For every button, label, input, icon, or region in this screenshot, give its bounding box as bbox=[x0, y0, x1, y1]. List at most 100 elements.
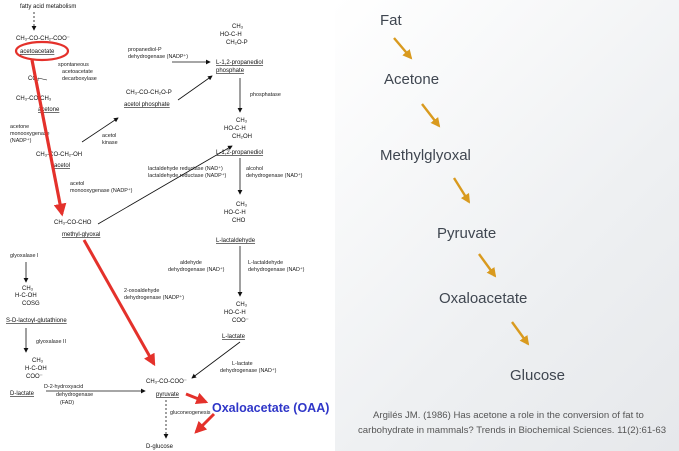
acetol-monooxygenase-label-1: acetol bbox=[70, 181, 84, 187]
propanediol-p-dh-label-2: dehydrogenase (NADP⁺) bbox=[128, 54, 188, 60]
red-arrow-pyruvate-oaa bbox=[185, 392, 209, 405]
flow-arrow-4 bbox=[478, 253, 497, 278]
spontaneous-label: spontaneous bbox=[58, 62, 89, 68]
oxoaldehyde-dh-label-1: 2-oxoaldehyde bbox=[124, 288, 159, 294]
propanediol-label: L-1,2-propanediol bbox=[216, 150, 263, 156]
l-lactate-label: L-lactate bbox=[222, 334, 246, 340]
acetol-phosphate-label: acetol phosphate bbox=[124, 102, 170, 108]
methylglyoxal-formula: CH₃-CO-CHO bbox=[54, 220, 92, 226]
l-lactate-dh-label-1: L-lactate bbox=[232, 361, 253, 367]
pyruvate-formula: CH₃-CO-COO⁻ bbox=[146, 379, 187, 385]
l-lactate-ch3: CH₃ bbox=[236, 302, 248, 308]
acetone-formula: CH₃-CO-CH₃ bbox=[16, 96, 52, 102]
glyoxalase-2-label: glyoxalase II bbox=[36, 339, 66, 345]
citation-line-1: Argilés JM. (1986) Has acetone a role in… bbox=[373, 410, 644, 421]
co2-label: CO₂ bbox=[28, 76, 40, 82]
d-lactate-coo: COO⁻ bbox=[26, 374, 43, 380]
acetone-label-2: acetone bbox=[10, 124, 29, 130]
alcohol-dh-label-1: alcohol bbox=[246, 166, 263, 172]
nadp-label: (NADP⁺) bbox=[10, 138, 32, 144]
d-glucose-label: D-glucose bbox=[146, 444, 174, 450]
hydroxyacid-dh-label-2: dehydrogenase bbox=[56, 392, 93, 398]
red-arrow-acetoacetate-methylglyoxal bbox=[30, 59, 67, 217]
lactoylglutathione-cosg: COSG bbox=[22, 301, 40, 307]
phosphate-label: phosphate bbox=[216, 68, 245, 74]
oaa-label: Oxaloacetate (OAA) bbox=[212, 401, 329, 415]
lactaldehyde-reductase-label-2: lactaldehyde reductase (NADP⁺) bbox=[148, 173, 227, 179]
flow-arrow-2 bbox=[421, 103, 441, 128]
arrow-acetol-kinase bbox=[81, 117, 119, 143]
lactaldehyde-ch3: CH₃ bbox=[236, 202, 248, 208]
l-lactate-dh-label-2: dehydrogenase (NAD⁺) bbox=[220, 368, 277, 374]
acetoacetate-label: acetoacetate bbox=[20, 49, 55, 55]
aldehyde-dh-label-2: dehydrogenase (NAD⁺) bbox=[168, 267, 225, 273]
flow-step-pyruvate: Pyruvate bbox=[437, 225, 496, 242]
acetoacetate-decarboxylase-label: acetoacetate bbox=[62, 69, 93, 75]
d-lactate-hcoh: H-C-OH bbox=[25, 366, 47, 372]
decarboxylase-label: decarboxylase bbox=[62, 76, 97, 82]
red-arrow-methylglyoxal-pyruvate bbox=[82, 239, 156, 367]
hydroxyacid-dh-label-3: (FAD) bbox=[60, 400, 74, 406]
flow-step-acetone: Acetone bbox=[384, 71, 439, 88]
metabolic-diagram: fatty acid metabolism CH₃-CO-CH₂-COO⁻ ac… bbox=[6, 4, 329, 450]
propanediol-hoch: HO-C-H bbox=[224, 126, 246, 132]
acetol-kinase-label-1: acetol bbox=[102, 133, 116, 139]
flow-arrow-5 bbox=[511, 321, 530, 346]
propanediol-phosphate-label: L-1,2-propanediol bbox=[216, 60, 263, 66]
aldehyde-dh-label-1: aldehyde bbox=[180, 260, 202, 266]
monooxygenase-label: monooxygenase bbox=[10, 131, 50, 137]
right-panel bbox=[335, 0, 679, 451]
acetol-phosphate-formula: CH₃-CO-CH₂O-P bbox=[126, 90, 172, 96]
methylglyoxal-label: methyl-glyoxal bbox=[62, 232, 100, 238]
flow-step-oxaloacetate: Oxaloacetate bbox=[439, 290, 527, 307]
propanediol-p-ch3: CH₃ bbox=[232, 24, 244, 30]
arrow-acetol-phosphate bbox=[177, 75, 213, 101]
lactaldehyde-cho: CHO bbox=[232, 218, 246, 224]
lactoylglutathione-hcoh: H-C-OH bbox=[15, 293, 37, 299]
arrow-l-lactate-pyruvate bbox=[191, 341, 241, 379]
citation: Argilés JM. (1986) Has acetone a role in… bbox=[358, 410, 666, 436]
oxoaldehyde-dh-label-2: dehydrogenase (NADP⁺) bbox=[124, 295, 184, 301]
propanediol-ch3: CH₃ bbox=[236, 118, 248, 124]
citation-line-2: carbohydrate in mammals? Trends in Bioch… bbox=[358, 425, 666, 436]
arrow-methylglyoxal-propanediol bbox=[97, 145, 233, 225]
propanediol-p-dh-label-1: propanediol-P bbox=[128, 47, 162, 53]
lactaldehyde-reductase-label-1: lactaldehyde reductase (NAD⁺) bbox=[148, 166, 223, 172]
alcohol-dh-label-2: dehydrogenase (NAD⁺) bbox=[246, 173, 303, 179]
acetol-formula: CH₃-CO-CH₂-OH bbox=[36, 152, 82, 158]
acetone-label: acetone bbox=[38, 107, 60, 113]
flow-step-fat: Fat bbox=[380, 12, 403, 29]
l-lactaldehyde-dh-label-2: dehydrogenase (NAD⁺) bbox=[248, 267, 305, 273]
gluconeogenesis-label: gluconeogenesis bbox=[170, 410, 211, 416]
lactaldehyde-hoch: HO-C-H bbox=[224, 210, 246, 216]
l-lactate-hoch: HO-C-H bbox=[224, 310, 246, 316]
glyoxalase-1-label: glyoxalase I bbox=[10, 253, 38, 259]
co2-arrow bbox=[37, 77, 48, 81]
acetoacetate-formula: CH₃-CO-CH₂-COO⁻ bbox=[16, 36, 70, 42]
propanediol-p-hoch: HO-C-H bbox=[220, 32, 242, 38]
red-arrow-oaa-glucose bbox=[194, 412, 216, 434]
l-lactate-coo: COO⁻ bbox=[232, 318, 249, 324]
lactaldehyde-label: L-lactaldehyde bbox=[216, 238, 256, 244]
fatty-acid-metabolism-label: fatty acid metabolism bbox=[20, 4, 76, 10]
flow-step-glucose: Glucose bbox=[510, 367, 565, 384]
flow-arrow-1 bbox=[393, 37, 413, 60]
acetol-label: acetol bbox=[54, 163, 70, 169]
d-lactate-ch3: CH₃ bbox=[32, 358, 44, 364]
d-lactate-label: D-lactate bbox=[10, 391, 35, 397]
pyruvate-label: pyruvate bbox=[156, 392, 180, 398]
conversion-flow: Fat Acetone Methylglyoxal Pyruvate Oxalo… bbox=[380, 12, 565, 384]
propanediol-p-ch2op: CH₂O-P bbox=[226, 40, 248, 46]
flow-step-methylglyoxal: Methylglyoxal bbox=[380, 147, 471, 164]
propanediol-ch2oh: CH₂OH bbox=[232, 134, 252, 140]
l-lactaldehyde-dh-label-1: L-lactaldehyde bbox=[248, 260, 283, 266]
acetol-monooxygenase-label-2: monooxygenase (NADP⁺) bbox=[70, 188, 133, 194]
hydroxyacid-dh-label-1: D-2-hydroxyacid bbox=[44, 384, 83, 390]
phosphatase-label: phosphatase bbox=[250, 92, 281, 98]
lactoylglutathione-ch3: CH₃ bbox=[22, 286, 34, 292]
flow-arrow-3 bbox=[452, 177, 471, 204]
lactoylglutathione-label: S-D-lactoyl-glutathione bbox=[6, 318, 67, 324]
acetoacetate-highlight bbox=[14, 40, 70, 62]
